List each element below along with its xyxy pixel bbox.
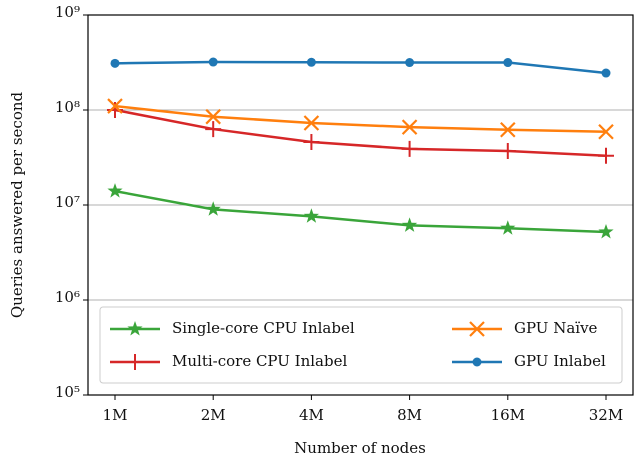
marker bbox=[127, 354, 143, 370]
marker bbox=[205, 201, 221, 216]
marker bbox=[601, 68, 611, 78]
marker bbox=[503, 58, 513, 68]
plot-frame bbox=[87, 14, 634, 396]
x-axis-label: Number of nodes bbox=[294, 439, 426, 457]
marker bbox=[598, 147, 614, 164]
marker bbox=[401, 119, 418, 135]
marker bbox=[402, 217, 418, 232]
marker bbox=[472, 357, 482, 367]
marker bbox=[306, 57, 316, 67]
series-line bbox=[114, 189, 607, 234]
marker bbox=[303, 115, 320, 131]
legend-label: Single-core CPU Inlabel bbox=[172, 319, 355, 337]
marker bbox=[401, 140, 418, 157]
legend-box bbox=[99, 306, 623, 384]
marker bbox=[499, 143, 516, 160]
series-line bbox=[114, 104, 607, 134]
marker bbox=[303, 208, 319, 223]
marker bbox=[107, 102, 123, 118]
y-tick-label: 10⁷ bbox=[55, 193, 80, 211]
x-tick-label: 2M bbox=[201, 406, 226, 424]
marker bbox=[598, 123, 614, 140]
legend-label: Multi-core CPU Inlabel bbox=[172, 352, 347, 370]
legend-label: GPU Inlabel bbox=[514, 352, 606, 370]
marker bbox=[107, 98, 123, 114]
marker bbox=[205, 108, 221, 125]
marker bbox=[598, 224, 614, 239]
marker bbox=[107, 183, 123, 198]
marker bbox=[208, 57, 218, 67]
x-tick-label: 16M bbox=[491, 406, 525, 424]
marker bbox=[500, 220, 516, 235]
marker bbox=[303, 134, 320, 151]
y-tick-label: 10⁵ bbox=[55, 383, 80, 401]
x-tick-label: 32M bbox=[589, 406, 623, 424]
x-tick-label: 1M bbox=[103, 406, 128, 424]
marker bbox=[110, 58, 120, 68]
marker bbox=[469, 321, 485, 337]
series-line bbox=[114, 60, 607, 75]
y-tick-label: 10⁸ bbox=[55, 98, 80, 116]
x-tick-label: 8M bbox=[397, 406, 422, 424]
legend: Single-core CPU Inlabel Multi-core CPU In… bbox=[99, 306, 623, 384]
legend-label: GPU Naïve bbox=[514, 319, 598, 337]
marker bbox=[127, 321, 143, 336]
marker bbox=[205, 121, 222, 138]
marker bbox=[500, 121, 516, 138]
y-axis-label: Queries answered per second bbox=[8, 91, 26, 318]
marker bbox=[405, 58, 415, 68]
y-tick-label: 10⁹ bbox=[55, 3, 80, 21]
x-tick-label: 4M bbox=[299, 406, 324, 424]
series-line bbox=[114, 108, 607, 157]
y-tick-label: 10⁶ bbox=[55, 288, 80, 306]
